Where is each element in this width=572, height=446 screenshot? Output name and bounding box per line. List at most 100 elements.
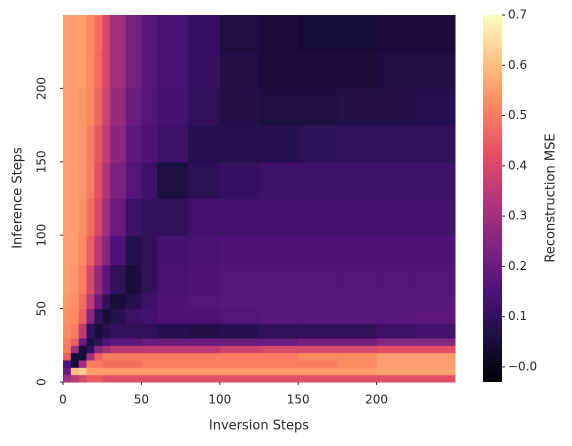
heatmap-cell: [157, 352, 189, 361]
heatmap-cell: [157, 293, 189, 310]
heatmap-cell: [94, 323, 103, 339]
heatmap-cell: [70, 161, 80, 199]
heatmap-cell: [78, 235, 88, 266]
heatmap-cell: [188, 161, 221, 199]
heatmap-cell: [415, 51, 456, 89]
heatmap-cell: [110, 293, 127, 310]
heatmap-cell: [298, 198, 338, 236]
heatmap-cell: [376, 51, 417, 89]
heatmap-cell: [94, 337, 103, 346]
heatmap-cell: [86, 293, 95, 310]
heatmap-cell: [110, 323, 127, 339]
heatmap-cell: [78, 293, 88, 310]
heatmap-cell: [188, 51, 221, 89]
heatmap-cell: [110, 345, 127, 354]
heatmap-cell: [188, 323, 221, 339]
heatmap-cell: [415, 264, 456, 295]
heatmap-cell: [78, 337, 88, 346]
heatmap-cell: [219, 235, 260, 266]
heatmap-cell: [157, 161, 189, 199]
x-tick-label: 150: [287, 393, 310, 407]
heatmap-cell: [110, 359, 127, 368]
heatmap-cell: [94, 308, 103, 324]
heatmap-cell: [157, 337, 189, 346]
heatmap-cell: [86, 264, 95, 295]
heatmap-cell: [102, 337, 111, 346]
heatmap-cell: [102, 264, 111, 295]
y-tick-label: 200: [35, 77, 49, 100]
heatmap-cell: [141, 161, 158, 199]
heatmap-cell: [102, 161, 111, 199]
heatmap-cell: [298, 308, 338, 324]
heatmap-cell: [125, 161, 142, 199]
heatmap-cell: [298, 235, 338, 266]
heatmap-cell: [141, 374, 158, 383]
heatmap-cell: [376, 198, 417, 236]
heatmap-cell: [376, 359, 417, 368]
heatmap-cell: [337, 125, 378, 163]
heatmap-cell: [259, 359, 299, 368]
heatmap-cell: [63, 337, 72, 346]
heatmap-cell: [70, 337, 80, 346]
heatmap-cell: [94, 198, 103, 236]
heatmap-cell: [86, 308, 95, 324]
heatmap-cell: [188, 308, 221, 324]
heatmap-cell: [188, 235, 221, 266]
heatmap-cell: [63, 345, 72, 354]
heatmap-cell: [259, 264, 299, 295]
heatmap-cell: [63, 15, 72, 53]
heatmap-cell: [125, 345, 142, 354]
heatmap-cell: [219, 15, 260, 53]
heatmap-cell: [86, 352, 95, 361]
heatmap-cell: [188, 359, 221, 368]
heatmap-cell: [337, 352, 378, 361]
heatmap-cell: [94, 15, 103, 53]
heatmap-cell: [337, 308, 378, 324]
heatmap-cell: [337, 161, 378, 199]
heatmap-cell: [219, 161, 260, 199]
heatmap-cell: [259, 352, 299, 361]
heatmap-cell: [86, 15, 95, 53]
x-tick-label: 50: [134, 393, 149, 407]
heatmap-cell: [337, 359, 378, 368]
heatmap-cell: [94, 88, 103, 126]
heatmap-cell: [125, 323, 142, 339]
heatmap-cell: [78, 161, 88, 199]
heatmap-cell: [157, 308, 189, 324]
heatmap-cell: [125, 374, 142, 383]
heatmap-cell: [70, 352, 80, 361]
heatmap-cell: [86, 235, 95, 266]
heatmap-cell: [219, 337, 260, 346]
heatmap-cell: [63, 235, 72, 266]
heatmap-cell: [102, 345, 111, 354]
heatmap-cell: [78, 15, 88, 53]
heatmap-cell: [219, 359, 260, 368]
y-tick-label: 150: [35, 150, 49, 173]
heatmap-cell: [86, 88, 95, 126]
heatmap-cell: [157, 198, 189, 236]
colorbar-tick-label: 0.6: [508, 58, 527, 72]
heatmap-cell: [102, 15, 111, 53]
x-tick-label: 100: [208, 393, 231, 407]
heatmap-cell: [188, 125, 221, 163]
heatmap-cell: [70, 367, 80, 376]
heatmap-cell: [141, 264, 158, 295]
heatmap-cell: [110, 374, 127, 383]
heatmap-cell: [219, 367, 260, 376]
heatmap-cell: [94, 51, 103, 89]
colorbar-tick-label: 0.4: [508, 158, 527, 172]
heatmap-cell: [157, 367, 189, 376]
heatmap-cell: [415, 374, 456, 383]
heatmap-cell: [141, 308, 158, 324]
heatmap-cell: [78, 125, 88, 163]
y-tick-label: 100: [35, 224, 49, 247]
heatmap-cell: [63, 125, 72, 163]
heatmap-cell: [376, 88, 417, 126]
heatmap-cell: [63, 88, 72, 126]
heatmap-cell: [63, 293, 72, 310]
heatmap-cell: [78, 359, 88, 368]
heatmap-cell: [415, 293, 456, 310]
heatmap-cell: [94, 293, 103, 310]
heatmap-cell: [415, 125, 456, 163]
heatmap-cell: [102, 374, 111, 383]
